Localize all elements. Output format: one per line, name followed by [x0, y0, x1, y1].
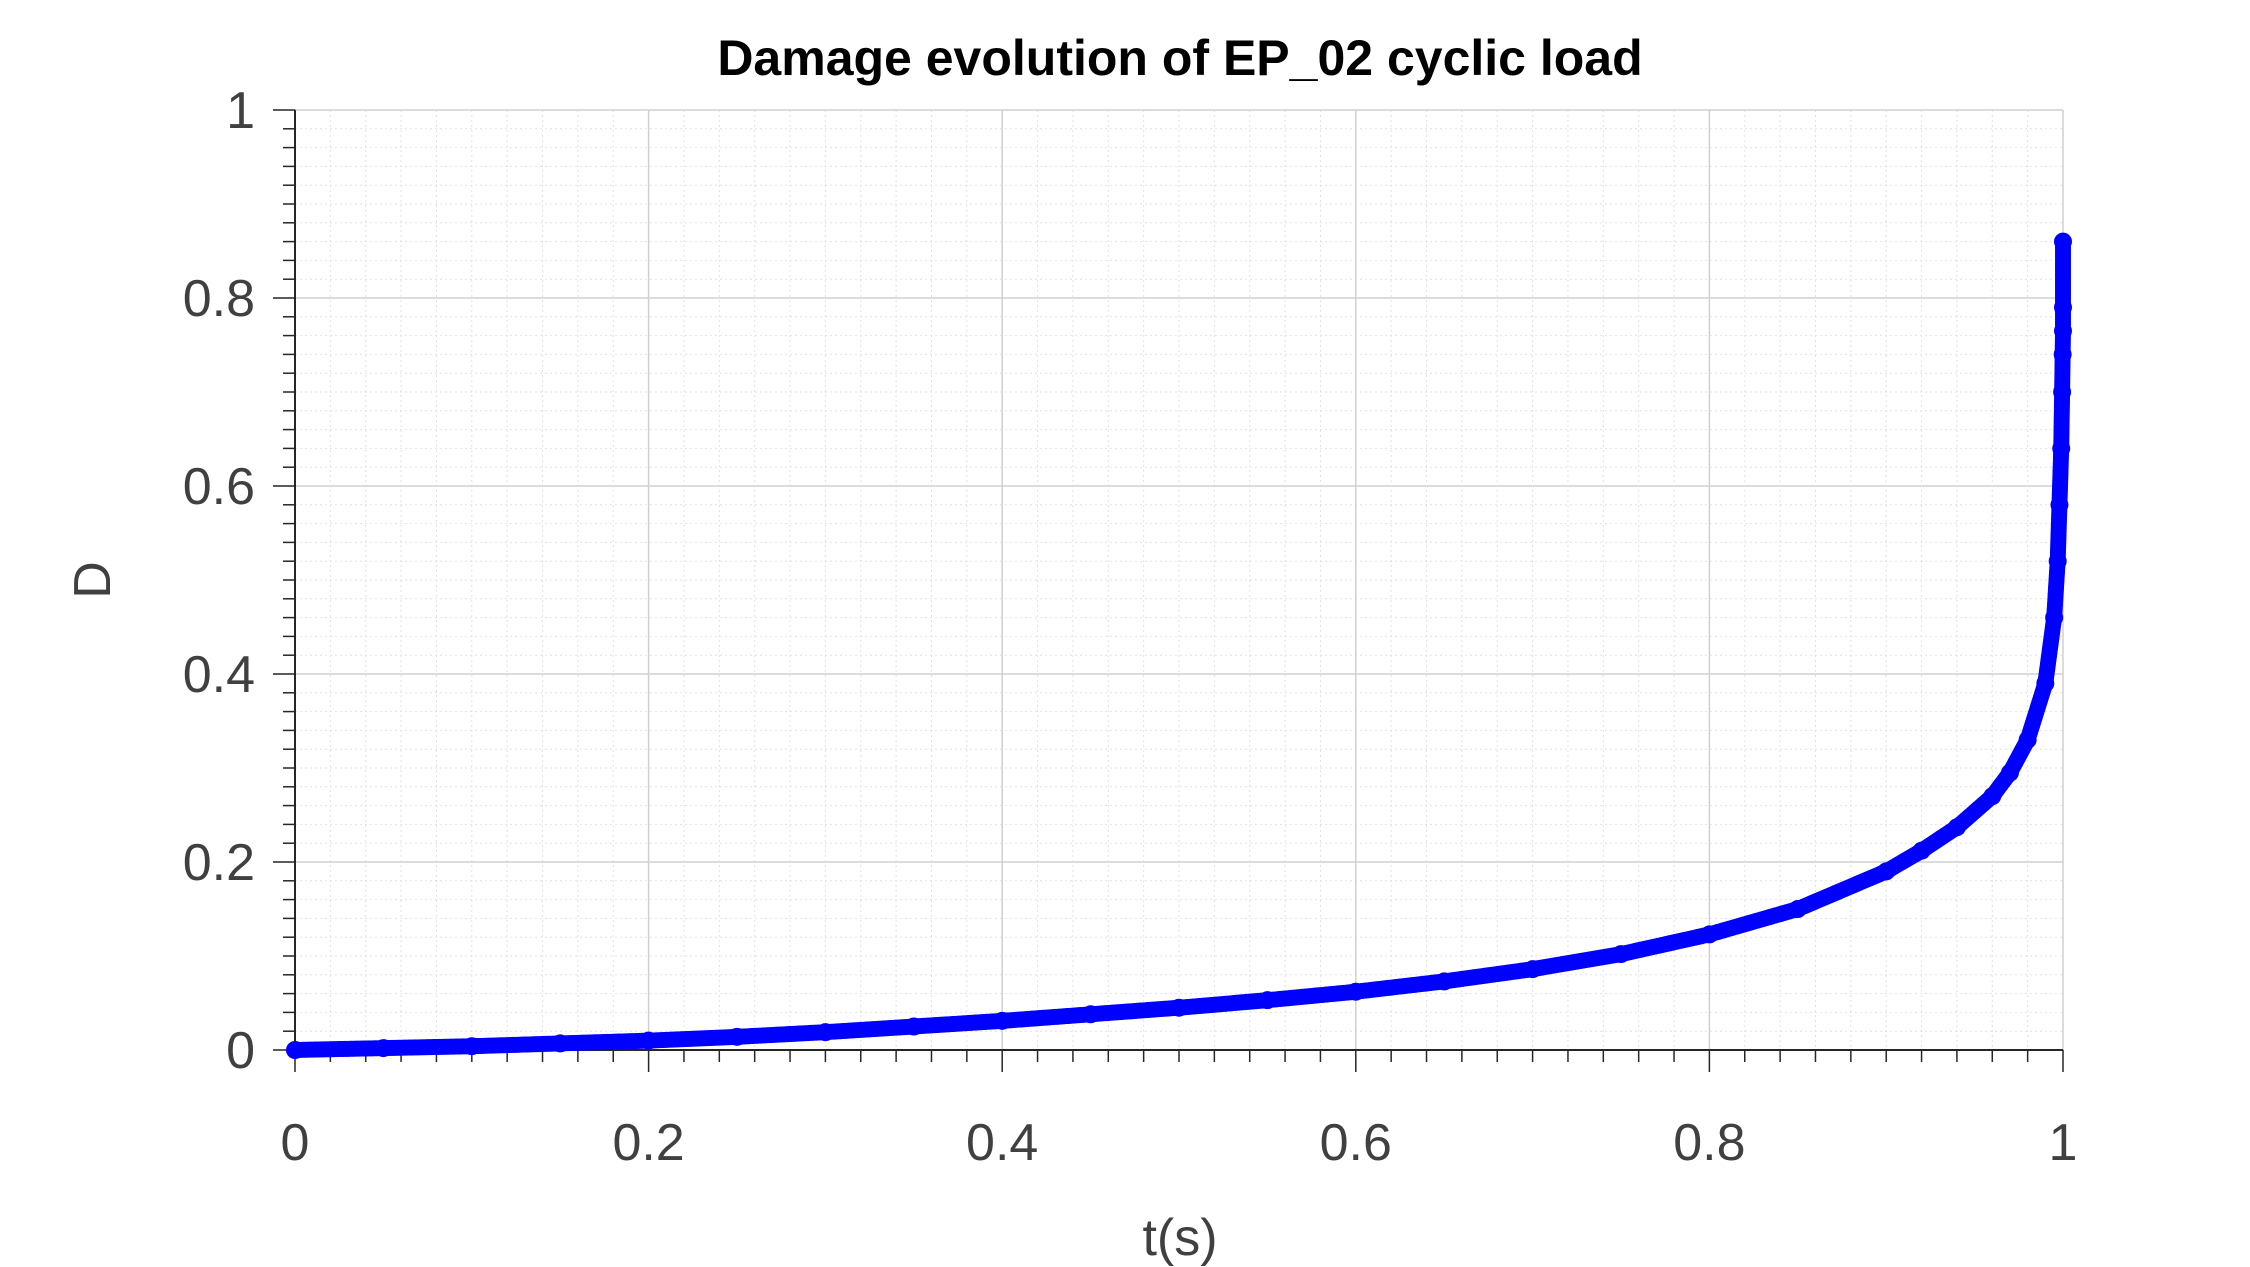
x-tick-label: 1	[2049, 1114, 2078, 1172]
data-series	[286, 232, 2072, 1059]
data-point	[374, 1039, 393, 1058]
data-point	[2054, 321, 2072, 340]
data-point	[2054, 232, 2072, 251]
data-point	[2036, 674, 2055, 693]
y-tick-label: 0	[226, 1022, 255, 1080]
data-point	[551, 1034, 570, 1053]
data-point	[2018, 730, 2037, 749]
y-tick-label: 0.2	[183, 834, 255, 892]
grid-layer	[294, 109, 2064, 1051]
data-point	[2048, 552, 2067, 571]
x-tick-label: 0.6	[1320, 1114, 1392, 1172]
data-point	[993, 1011, 1012, 1030]
axes-layer	[273, 109, 2064, 1072]
x-tick-label: 0	[281, 1114, 310, 1172]
data-point	[1346, 982, 1365, 1001]
data-point	[1947, 818, 1966, 837]
data-point	[1700, 925, 1719, 944]
y-tick-label: 1	[226, 82, 255, 140]
data-point	[1170, 998, 1188, 1017]
data-point	[2053, 383, 2072, 401]
data-point	[1258, 991, 1277, 1010]
chart-title: Damage evolution of EP_02 cyclic load	[717, 30, 1642, 86]
data-point	[1612, 945, 1630, 964]
x-axis-label: t(s)	[1142, 1209, 1217, 1267]
data-point	[1523, 960, 1542, 979]
y-tick-label: 0.6	[183, 458, 255, 516]
data-point	[286, 1041, 304, 1059]
data-point	[1081, 1005, 1100, 1024]
x-tick-label: 0.8	[1673, 1114, 1745, 1172]
x-tick-label: 0.2	[612, 1114, 684, 1172]
y-axis-label: D	[64, 561, 122, 599]
data-point	[2000, 763, 2019, 782]
data-point	[2054, 298, 2072, 317]
data-point	[2050, 495, 2069, 514]
data-point	[639, 1031, 658, 1050]
data-point	[2045, 608, 2064, 627]
data-point	[1912, 841, 1931, 860]
data-point	[2052, 439, 2071, 458]
data-point	[1877, 862, 1896, 881]
data-point	[2053, 345, 2072, 364]
data-point	[728, 1027, 746, 1046]
data-point	[904, 1017, 923, 1036]
x-tick-label: 0.4	[966, 1114, 1038, 1172]
y-tick-label: 0.8	[183, 270, 255, 328]
tick-labels: 0 0.2 0.4 0.6 0.8 1 0 0.2 0.4 0.6 0.8 1	[183, 82, 2078, 1172]
y-tick-label: 0.4	[183, 646, 255, 704]
data-point	[1788, 900, 1807, 918]
data-point	[816, 1023, 835, 1042]
data-point	[1435, 972, 1454, 991]
data-point	[462, 1037, 481, 1056]
data-point	[1983, 787, 2002, 806]
